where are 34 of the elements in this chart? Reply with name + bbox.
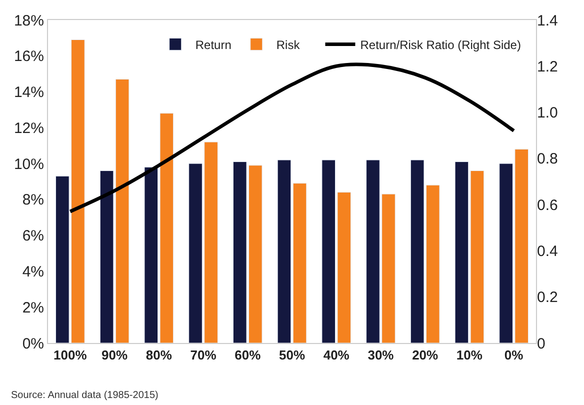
- y2-tick-label: 0.4: [537, 242, 558, 260]
- y-tick-label: 4%: [22, 263, 44, 280]
- x-tick-label: 0%: [504, 348, 524, 363]
- y2-tick-label: 1.2: [537, 58, 558, 76]
- legend-label: Risk: [276, 38, 301, 52]
- y2-tick-label: 0.6: [537, 196, 558, 214]
- y-tick-label: 16%: [14, 48, 44, 66]
- bar: [292, 183, 307, 343]
- bar: [277, 160, 292, 343]
- x-tick-label: 90%: [102, 348, 128, 363]
- x-tick-label: 30%: [368, 348, 394, 363]
- x-tick-label: 70%: [190, 348, 217, 363]
- legend-label: Return/Risk Ratio (Right Side): [360, 38, 521, 52]
- y-tick-label: 10%: [14, 156, 44, 173]
- x-tick-label: 50%: [278, 348, 306, 363]
- y-tick-label: 14%: [14, 84, 44, 102]
- x-tick-label: 20%: [412, 348, 439, 363]
- y-tick-label: 2%: [22, 299, 44, 316]
- x-tick-label: 80%: [146, 348, 172, 363]
- y2-tick-label: 0.8: [537, 150, 558, 168]
- x-tick-label: 60%: [234, 348, 262, 363]
- source-note: Source: Annual data (1985-2015): [11, 390, 158, 401]
- y-tick-label: 18%: [14, 12, 44, 30]
- y-tick-label: 6%: [22, 228, 44, 245]
- x-tick-label: 100%: [54, 348, 88, 363]
- legend-label: Return: [195, 38, 232, 52]
- y2-tick-label: 1.4: [537, 12, 558, 30]
- y2-tick-label: 0: [537, 335, 546, 352]
- y2-tick-label: 0.2: [537, 289, 558, 306]
- y2-tick-label: 1.0: [537, 104, 558, 122]
- y-tick-label: 12%: [14, 120, 44, 137]
- x-tick-label: 40%: [323, 348, 350, 363]
- y-tick-label: 8%: [22, 192, 44, 209]
- x-tick-label: 10%: [456, 348, 483, 363]
